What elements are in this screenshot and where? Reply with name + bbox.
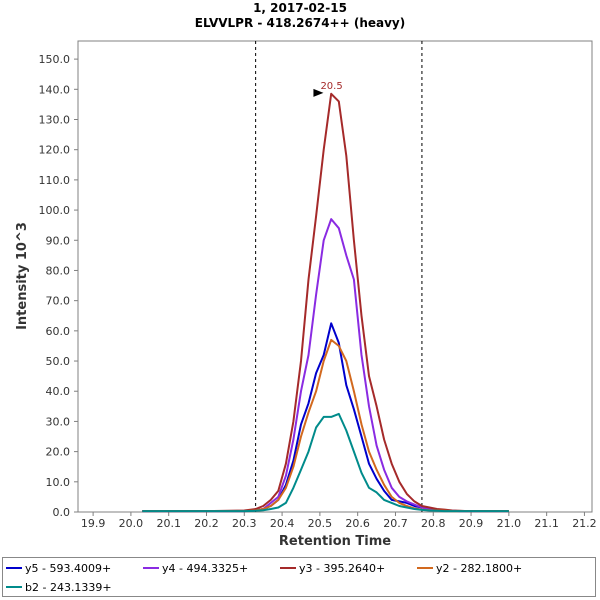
y-tick-label: 140.0: [39, 83, 71, 96]
series-line-5: [142, 412, 509, 513]
x-tick-label: 20.1: [156, 517, 181, 530]
x-tick-label: 20.2: [194, 517, 219, 530]
x-tick-label: 21.2: [572, 517, 597, 530]
legend-swatch: [6, 586, 22, 588]
y-tick-label: 90.0: [46, 234, 71, 247]
x-tick-label: 20.6: [345, 517, 370, 530]
x-tick-label: 20.0: [119, 517, 144, 530]
legend-item: y4 - 494.3325+: [143, 560, 248, 576]
x-axis: 19.9 20.0 20.1 20.2 20.3 20.4 20.5 20.6 20.7 20.8…: [81, 512, 597, 530]
y-tick-label: 150.0: [39, 53, 71, 66]
legend-swatch: [417, 567, 433, 569]
y-tick-label: 20.0: [46, 446, 71, 459]
legend-swatch: [143, 567, 159, 569]
legend-item: y2 - 282.1800+: [417, 560, 522, 576]
peak-marker: [313, 88, 324, 97]
integration-boundaries: [255, 41, 423, 512]
peak-annotation-layer: 20.5: [313, 81, 343, 97]
y-tick-label: 110.0: [39, 174, 71, 187]
y-tick-label: 30.0: [46, 415, 71, 428]
peak-label: 20.5: [320, 81, 342, 92]
y-tick-label: 50.0: [46, 355, 71, 368]
legend-swatch: [280, 567, 296, 569]
chart-title: 1, 2017-02-15: [253, 1, 347, 15]
plot-area: [77, 40, 593, 513]
x-tick-label: 21.1: [534, 517, 559, 530]
y-axis: 0.0 10.0 20.0 30.0 40.0 50.0 60.0 70.0 80.0 90.0 1…: [39, 53, 78, 519]
series-layer: [142, 92, 509, 513]
y-tick-label: 80.0: [46, 264, 71, 277]
x-tick-label: 20.5: [308, 517, 333, 530]
y-axis-title: Intensity 10^3: [15, 222, 30, 330]
legend-item: b2 - 243.1339+: [6, 579, 112, 595]
x-tick-label: 20.8: [421, 517, 446, 530]
x-tick-label: 20.9: [459, 517, 484, 530]
legend-label: y5 - 593.4009+: [25, 561, 112, 575]
y-tick-label: 70.0: [46, 295, 71, 308]
y-tick-label: 130.0: [39, 114, 71, 127]
x-tick-label: 20.7: [383, 517, 408, 530]
x-tick-label: 20.4: [270, 517, 295, 530]
y-tick-label: 60.0: [46, 325, 71, 338]
y-tick-label: 0.0: [53, 506, 71, 519]
x-tick-label: 20.3: [232, 517, 257, 530]
y-tick-label: 10.0: [46, 476, 71, 489]
legend-item: y5 - 593.4009+: [6, 560, 111, 576]
x-axis-title: Retention Time: [279, 534, 391, 549]
x-tick-label: 21.0: [497, 517, 522, 530]
legend-label: y2 - 282.1800+: [436, 561, 523, 575]
y-tick-label: 40.0: [46, 385, 71, 398]
chart-subtitle: ELVVLPR - 418.2674++ (heavy): [195, 16, 405, 30]
x-tick-label: 19.9: [81, 517, 106, 530]
legend: y5 - 593.4009+ y4 - 494.3325+ y3 - 395.264…: [2, 557, 596, 597]
legend-item: y3 - 395.2640+: [280, 560, 385, 576]
y-tick-label: 120.0: [39, 144, 71, 157]
y-tick-label: 100.0: [39, 204, 71, 217]
legend-label: b2 - 243.1339+: [25, 580, 112, 594]
legend-label: y4 - 494.3325+: [162, 561, 249, 575]
legend-swatch: [6, 567, 22, 569]
legend-label: y3 - 395.2640+: [299, 561, 386, 575]
